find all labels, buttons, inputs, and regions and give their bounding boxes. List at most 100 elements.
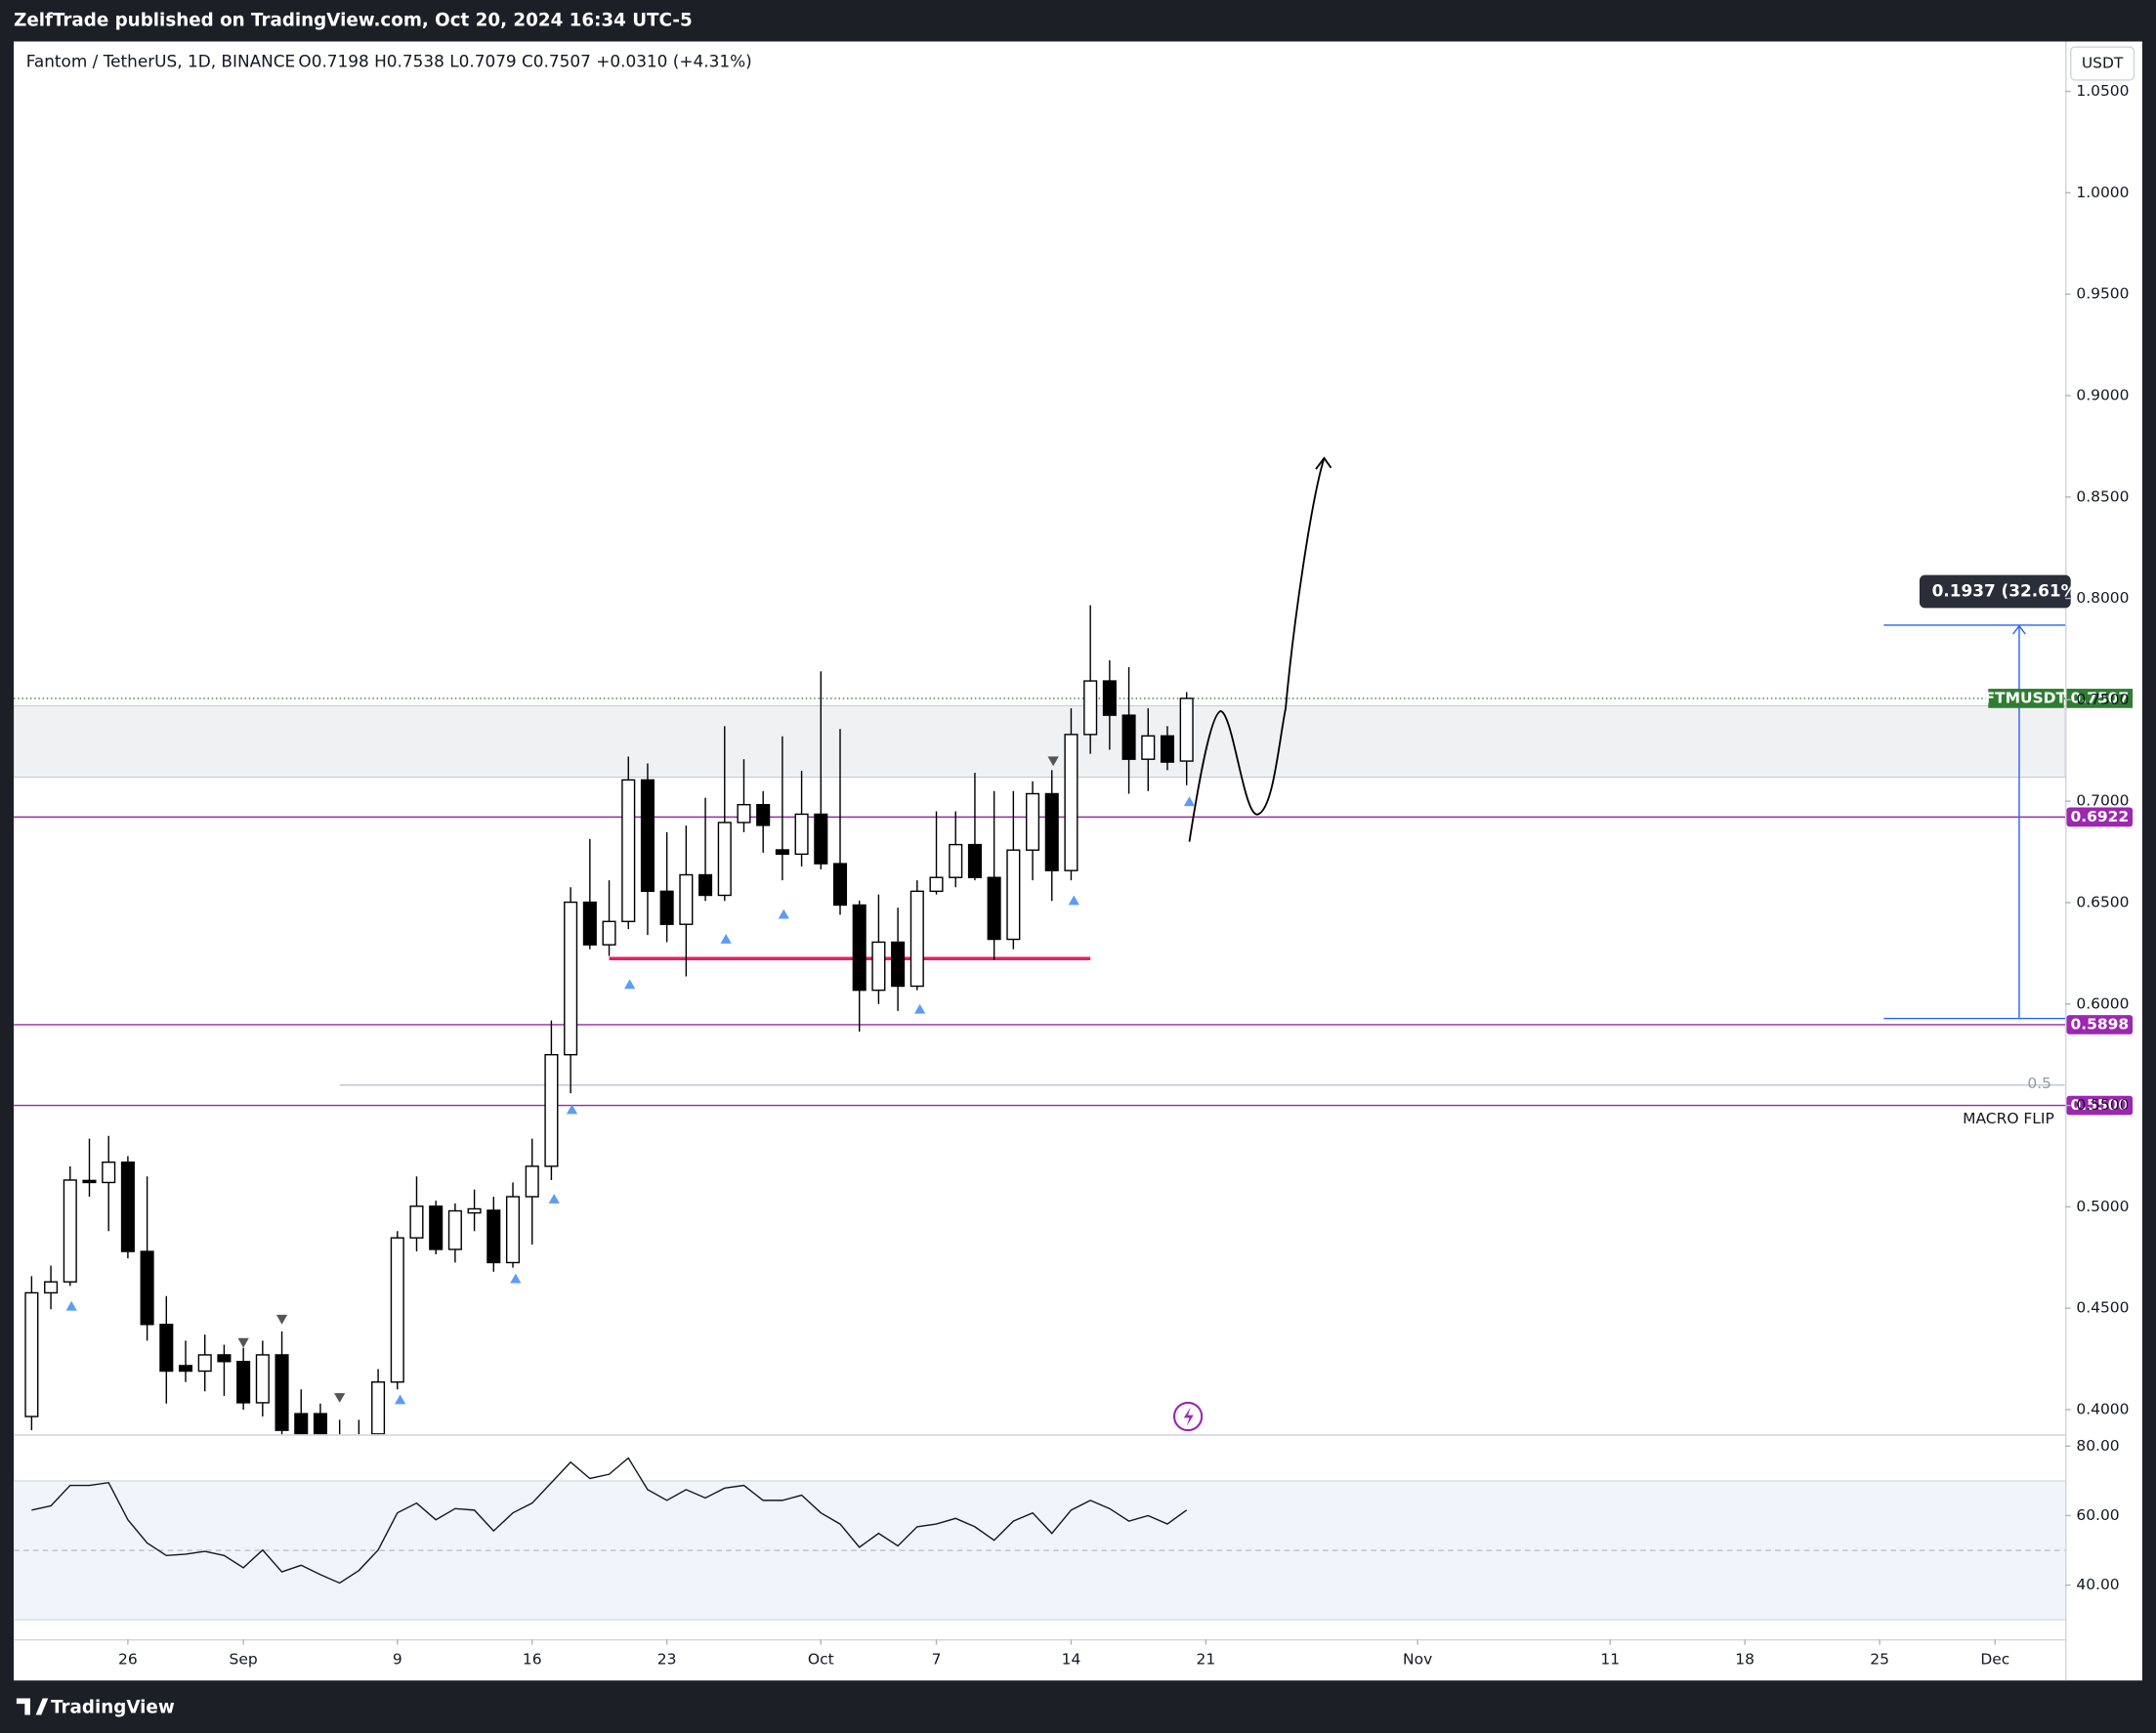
candle-body	[1179, 697, 1194, 762]
candle-body	[679, 873, 694, 925]
last-price-box	[2066, 689, 2134, 708]
last-price-name-box	[1988, 689, 2064, 708]
signal	[778, 909, 789, 919]
price-line-label: 0.5500	[2070, 1096, 2129, 1114]
price-line-box	[2066, 1095, 2134, 1116]
fib-label: 0.5	[2027, 1075, 2051, 1092]
footer: TradingView	[16, 1697, 175, 1717]
zone	[14, 705, 2066, 778]
chart-area	[14, 41, 2142, 1681]
hand-arrow	[1188, 457, 1326, 842]
x-tick-label: Nov	[1403, 1651, 1432, 1669]
candle-body	[197, 1354, 212, 1373]
candle-body	[832, 863, 848, 907]
currency[interactable]: USDT	[2082, 55, 2124, 72]
candle-body	[159, 1324, 174, 1373]
candle-body	[1121, 714, 1136, 760]
candle-body	[949, 843, 963, 878]
candle-body	[275, 1354, 289, 1431]
candle-body	[525, 1165, 539, 1198]
rsi-tick-label: 40.00	[2076, 1576, 2119, 1593]
candle-body	[217, 1354, 232, 1363]
candle-body	[967, 843, 982, 878]
candle-body	[313, 1413, 327, 1435]
measure-box	[1919, 574, 2071, 609]
candle-body	[371, 1381, 386, 1435]
x-tick-label: 23	[657, 1651, 677, 1669]
candle-body	[1102, 680, 1117, 716]
x-tick-label: 7	[932, 1651, 942, 1669]
rsi-tick-label: 60.00	[2076, 1506, 2119, 1524]
candle-body	[24, 1291, 39, 1417]
last-price-label: 0.7507	[2070, 689, 2129, 706]
rsi-line	[31, 1457, 1188, 1585]
y-tick-label: 1.0000	[2076, 184, 2129, 201]
signals-down	[237, 756, 1059, 1403]
candle-body	[775, 849, 789, 856]
candle-body	[390, 1237, 404, 1383]
candle-body	[756, 803, 771, 826]
candle-body	[1083, 680, 1098, 736]
candle-body	[120, 1161, 135, 1252]
candle-body	[1160, 735, 1175, 763]
candle-body	[486, 1209, 501, 1264]
signal	[624, 979, 636, 990]
x-tick-label: 14	[1062, 1651, 1081, 1669]
candle-body	[737, 803, 751, 824]
y-tick-label: 0.6000	[2076, 994, 2129, 1012]
price-line-label: 0.6922	[2070, 808, 2129, 825]
drawing	[1188, 456, 1332, 842]
signal	[1047, 756, 1059, 767]
price-line-note: MACRO FLIP	[1963, 1110, 2054, 1127]
candle-body	[63, 1179, 77, 1283]
brand-logo	[16, 1698, 49, 1715]
candle-body	[640, 779, 655, 893]
measure-label: 0.1937 (32.61%)	[1932, 580, 2086, 600]
candle-body	[140, 1250, 154, 1326]
candle-body	[891, 941, 906, 988]
y-tick-label: 0.7000	[2076, 792, 2129, 810]
ohlc: O0.7198 H0.7538 L0.7079 C0.7507 +0.0310 …	[298, 52, 751, 71]
y-tick-label: 0.4000	[2076, 1400, 2129, 1417]
candle-body	[1026, 792, 1040, 851]
y-tick-label: 1.0500	[2076, 82, 2129, 100]
event-bolt	[1183, 1407, 1194, 1426]
x-tick-label: 25	[1870, 1651, 1889, 1669]
candle-body	[814, 813, 828, 865]
arrow-head	[1315, 456, 1332, 470]
publisher: ZelfTrade published on TradingView.com, …	[14, 10, 693, 30]
y-tick-label: 0.6500	[2076, 893, 2129, 910]
candle-body	[1044, 792, 1059, 871]
rsi-tick-label: 80.00	[2076, 1437, 2119, 1455]
candle-body	[1064, 734, 1078, 871]
signal	[510, 1273, 522, 1284]
candle-body	[621, 779, 636, 922]
signal	[1183, 796, 1196, 807]
candle-body	[871, 941, 886, 992]
price-line-box	[2066, 807, 2134, 827]
last-price-name: FTMUSDT	[1984, 689, 2066, 706]
x-tick-label: Dec	[1980, 1651, 2009, 1669]
candle-body	[564, 901, 578, 1056]
signal	[720, 933, 732, 944]
candle-body	[717, 822, 732, 897]
x-tick-label: 26	[118, 1651, 138, 1669]
measure-arrow	[2012, 624, 2026, 635]
currency-button[interactable]	[2070, 46, 2135, 81]
candle-body	[794, 813, 809, 856]
signal	[275, 1314, 288, 1325]
signal	[1068, 895, 1079, 906]
signal	[65, 1300, 77, 1311]
candle-body	[1141, 735, 1156, 760]
x-tick-label: Sep	[230, 1651, 258, 1669]
brand: TradingView	[51, 1697, 175, 1717]
price-line-label: 0.5898	[2070, 1015, 2129, 1033]
x-tick-label: 16	[523, 1651, 542, 1669]
candle-body	[929, 876, 944, 893]
candle-body	[102, 1161, 116, 1184]
candle-body	[505, 1196, 521, 1264]
signal	[566, 1104, 578, 1115]
candle-body	[429, 1205, 444, 1250]
y-tick-label: 0.7500	[2076, 691, 2129, 708]
signal	[548, 1193, 560, 1204]
